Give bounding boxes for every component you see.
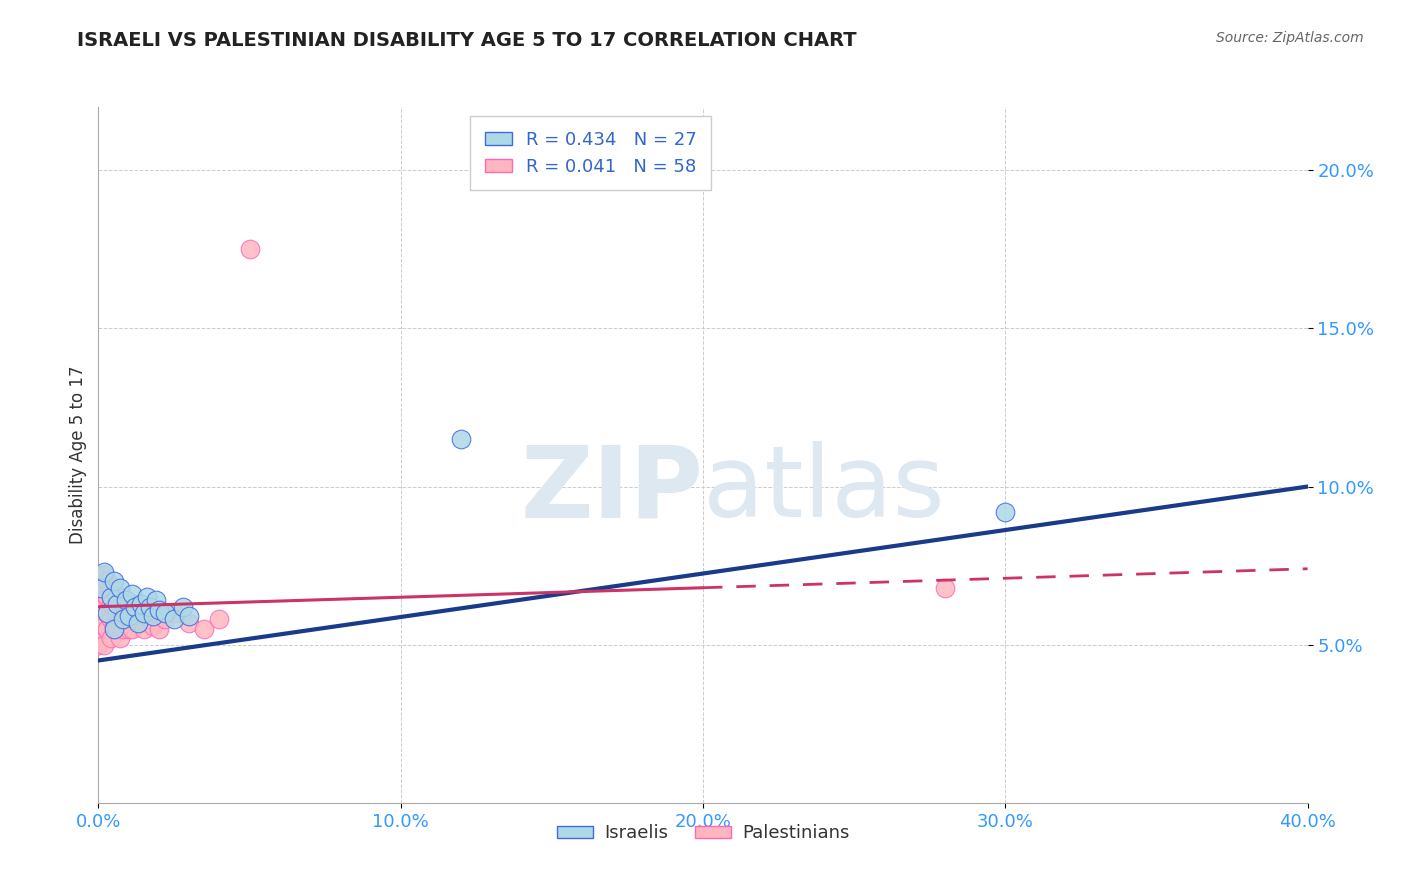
Point <box>103 583 125 598</box>
Point <box>132 606 155 620</box>
Point <box>179 615 201 630</box>
Point <box>105 606 128 620</box>
Point <box>142 618 165 632</box>
Point <box>139 612 162 626</box>
Point <box>93 638 115 652</box>
Point <box>135 591 157 605</box>
Text: ZIP: ZIP <box>520 442 703 538</box>
Point <box>103 574 125 589</box>
Point <box>994 505 1017 519</box>
Point <box>96 606 118 620</box>
Point <box>87 638 110 652</box>
Point <box>114 593 136 607</box>
Point <box>142 609 165 624</box>
Text: ISRAELI VS PALESTINIAN DISABILITY AGE 5 TO 17 CORRELATION CHART: ISRAELI VS PALESTINIAN DISABILITY AGE 5 … <box>77 31 856 50</box>
Point <box>145 593 167 607</box>
Point <box>450 432 472 446</box>
Text: Source: ZipAtlas.com: Source: ZipAtlas.com <box>1216 31 1364 45</box>
Point <box>145 606 167 620</box>
Point <box>100 591 122 605</box>
Point <box>124 612 146 626</box>
Point <box>172 599 194 614</box>
Point <box>121 606 143 620</box>
Point <box>127 615 149 630</box>
Point <box>87 593 110 607</box>
Point <box>132 622 155 636</box>
Point <box>96 606 118 620</box>
Point <box>118 622 141 636</box>
Point <box>139 599 162 614</box>
Point <box>105 622 128 636</box>
Point <box>90 574 112 589</box>
Text: atlas: atlas <box>703 442 945 538</box>
Point <box>239 243 262 257</box>
Point <box>105 597 128 611</box>
Point <box>111 622 134 636</box>
Point <box>100 632 122 646</box>
Point <box>108 581 131 595</box>
Point <box>93 587 115 601</box>
Point <box>87 581 110 595</box>
Point <box>124 597 146 611</box>
Point <box>153 612 176 626</box>
Point <box>90 597 112 611</box>
Point <box>108 597 131 611</box>
Point <box>103 618 125 632</box>
Point <box>114 615 136 630</box>
Point <box>148 622 170 636</box>
Point <box>118 609 141 624</box>
Point <box>193 622 215 636</box>
Point <box>121 622 143 636</box>
Point <box>93 618 115 632</box>
Point <box>108 612 131 626</box>
Point <box>129 597 152 611</box>
Point <box>90 622 112 636</box>
Point <box>103 599 125 614</box>
Point <box>208 612 231 626</box>
Point <box>179 609 201 624</box>
Point <box>163 612 186 626</box>
Y-axis label: Disability Age 5 to 17: Disability Age 5 to 17 <box>69 366 87 544</box>
Point <box>105 591 128 605</box>
Point <box>121 587 143 601</box>
Point <box>90 612 112 626</box>
Point <box>148 603 170 617</box>
Point <box>100 581 122 595</box>
Point <box>153 606 176 620</box>
Point <box>114 597 136 611</box>
Point <box>163 606 186 620</box>
Point <box>93 568 115 582</box>
Point <box>108 632 131 646</box>
Point <box>96 591 118 605</box>
Point <box>100 597 122 611</box>
Point <box>96 622 118 636</box>
Point <box>96 574 118 589</box>
Point <box>124 599 146 614</box>
Point <box>93 565 115 579</box>
Point <box>103 622 125 636</box>
Point <box>135 606 157 620</box>
Point <box>111 612 134 626</box>
Point <box>118 599 141 614</box>
Point <box>90 581 112 595</box>
Point <box>127 606 149 620</box>
Point <box>93 599 115 614</box>
Point <box>100 612 122 626</box>
Point <box>87 618 110 632</box>
Point <box>129 615 152 630</box>
Point <box>90 583 112 598</box>
Point <box>87 568 110 582</box>
Point <box>87 606 110 620</box>
Point <box>934 581 956 595</box>
Legend: Israelis, Palestinians: Israelis, Palestinians <box>550 817 856 849</box>
Point <box>111 606 134 620</box>
